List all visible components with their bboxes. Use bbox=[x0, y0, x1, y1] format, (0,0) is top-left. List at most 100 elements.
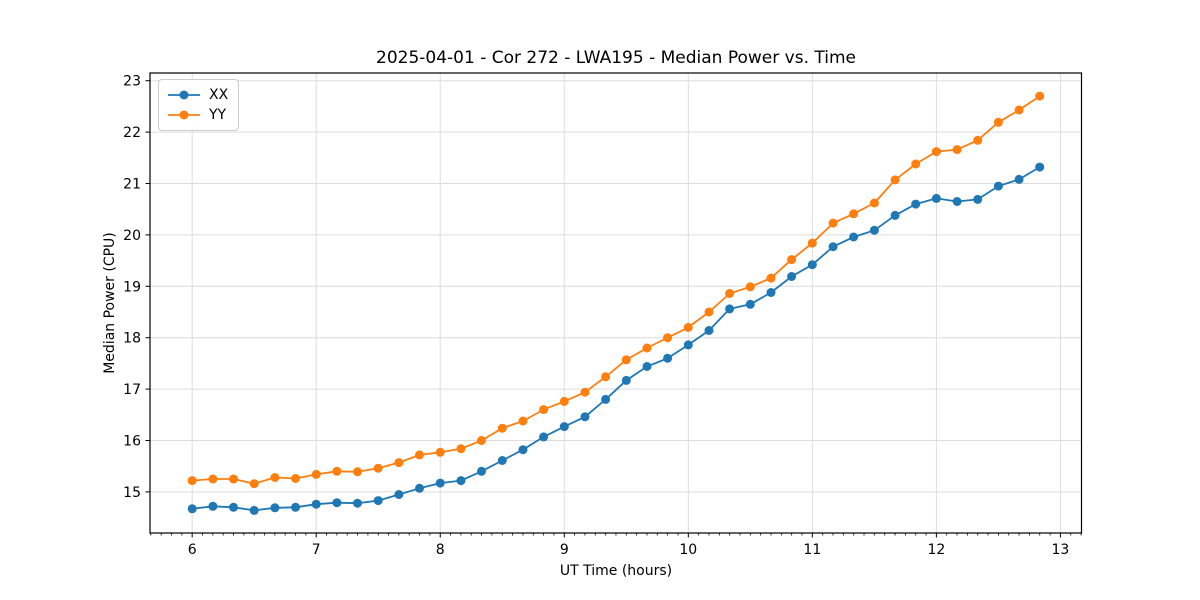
data-point-YY bbox=[601, 372, 611, 382]
y-tick-label: 18 bbox=[123, 331, 141, 347]
data-point-YY bbox=[332, 466, 342, 476]
data-point-XX bbox=[1014, 174, 1024, 184]
data-point-XX bbox=[518, 445, 528, 455]
data-point-YY bbox=[456, 444, 466, 454]
y-tick-label: 17 bbox=[123, 382, 141, 398]
data-point-XX bbox=[683, 340, 693, 350]
data-point-XX bbox=[580, 412, 590, 422]
data-point-YY bbox=[993, 117, 1003, 127]
legend-item-XX: XX bbox=[167, 85, 228, 105]
data-point-YY bbox=[1035, 91, 1045, 101]
data-point-XX bbox=[249, 505, 259, 515]
data-point-XX bbox=[353, 498, 362, 508]
chart-title: 2025-04-01 - Cor 272 - LWA195 - Median P… bbox=[376, 48, 856, 68]
data-point-XX bbox=[766, 288, 776, 297]
data-point-XX bbox=[745, 299, 755, 309]
y-axis-label: Median Power (CPU) bbox=[102, 232, 118, 374]
x-tick-label: 7 bbox=[312, 542, 321, 558]
data-point-XX bbox=[559, 422, 569, 432]
data-point-YY bbox=[931, 147, 941, 157]
x-tick-label: 13 bbox=[1052, 542, 1070, 558]
data-point-YY bbox=[683, 322, 693, 332]
data-point-XX bbox=[869, 225, 879, 235]
data-point-XX bbox=[435, 478, 445, 488]
data-point-XX bbox=[497, 456, 507, 465]
data-point-YY bbox=[353, 467, 362, 477]
legend: XX YY bbox=[158, 79, 240, 131]
plot-frame bbox=[149, 72, 1083, 534]
data-point-YY bbox=[911, 159, 921, 169]
legend-label: XX bbox=[209, 87, 229, 103]
data-point-YY bbox=[249, 479, 259, 489]
data-point-YY bbox=[973, 135, 983, 145]
y-tick-label: 15 bbox=[123, 485, 141, 501]
data-point-YY bbox=[952, 145, 962, 155]
data-point-YY bbox=[890, 175, 900, 185]
legend-swatch-XX bbox=[168, 90, 200, 100]
data-point-XX bbox=[787, 272, 797, 281]
data-point-XX bbox=[828, 242, 838, 252]
data-point-XX bbox=[952, 197, 962, 206]
legend-item-YY: YY bbox=[167, 105, 228, 125]
data-point-YY bbox=[807, 238, 817, 248]
data-point-XX bbox=[373, 496, 383, 506]
data-point-XX bbox=[539, 432, 549, 442]
legend-swatch-YY bbox=[168, 110, 200, 120]
data-point-YY bbox=[725, 289, 735, 298]
x-tick-label: 6 bbox=[188, 542, 197, 558]
data-point-YY bbox=[642, 343, 652, 353]
data-point-XX bbox=[807, 260, 817, 270]
x-axis-label: UT Time (hours) bbox=[559, 563, 673, 579]
data-point-YY bbox=[415, 450, 424, 460]
data-point-YY bbox=[580, 387, 590, 397]
y-tick-label: 22 bbox=[123, 125, 141, 141]
data-point-XX bbox=[725, 304, 735, 314]
data-point-YY bbox=[704, 307, 714, 317]
y-tick-label: 21 bbox=[123, 177, 141, 193]
data-point-XX bbox=[187, 504, 197, 514]
data-point-YY bbox=[435, 447, 445, 457]
data-point-YY bbox=[497, 423, 507, 433]
data-point-XX bbox=[291, 502, 300, 512]
data-point-YY bbox=[518, 416, 528, 426]
y-tick-label: 16 bbox=[123, 433, 141, 449]
data-point-YY bbox=[663, 333, 673, 343]
x-tick-label: 11 bbox=[803, 542, 821, 558]
legend-label: YY bbox=[209, 107, 227, 123]
data-point-YY bbox=[745, 282, 755, 292]
data-point-YY bbox=[849, 209, 859, 219]
data-point-XX bbox=[993, 181, 1003, 191]
y-tick-label: 20 bbox=[123, 228, 141, 244]
data-point-XX bbox=[415, 483, 424, 493]
data-point-XX bbox=[621, 375, 631, 385]
data-point-XX bbox=[208, 501, 218, 511]
data-point-YY bbox=[394, 458, 404, 468]
data-point-YY bbox=[477, 436, 486, 445]
data-point-YY bbox=[828, 218, 838, 228]
data-point-YY bbox=[187, 476, 197, 486]
data-point-YY bbox=[270, 473, 280, 482]
data-point-XX bbox=[394, 490, 404, 499]
data-point-YY bbox=[766, 273, 776, 283]
data-point-XX bbox=[229, 502, 238, 512]
data-point-XX bbox=[890, 210, 900, 220]
data-point-XX bbox=[456, 476, 466, 486]
x-tick-label: 12 bbox=[927, 542, 945, 558]
data-point-XX bbox=[973, 194, 983, 204]
data-point-YY bbox=[373, 463, 383, 473]
data-point-XX bbox=[311, 499, 321, 509]
data-point-YY bbox=[539, 405, 549, 415]
x-tick-label: 8 bbox=[436, 542, 445, 558]
series-line-XX bbox=[192, 166, 1041, 512]
data-point-XX bbox=[601, 394, 611, 404]
data-point-XX bbox=[911, 199, 921, 209]
y-tick-label: 19 bbox=[123, 279, 141, 295]
x-tick-label: 10 bbox=[679, 542, 697, 558]
data-point-YY bbox=[621, 355, 631, 365]
data-point-YY bbox=[869, 198, 879, 208]
data-point-XX bbox=[704, 326, 714, 335]
data-point-XX bbox=[663, 353, 673, 363]
data-point-YY bbox=[208, 474, 218, 484]
